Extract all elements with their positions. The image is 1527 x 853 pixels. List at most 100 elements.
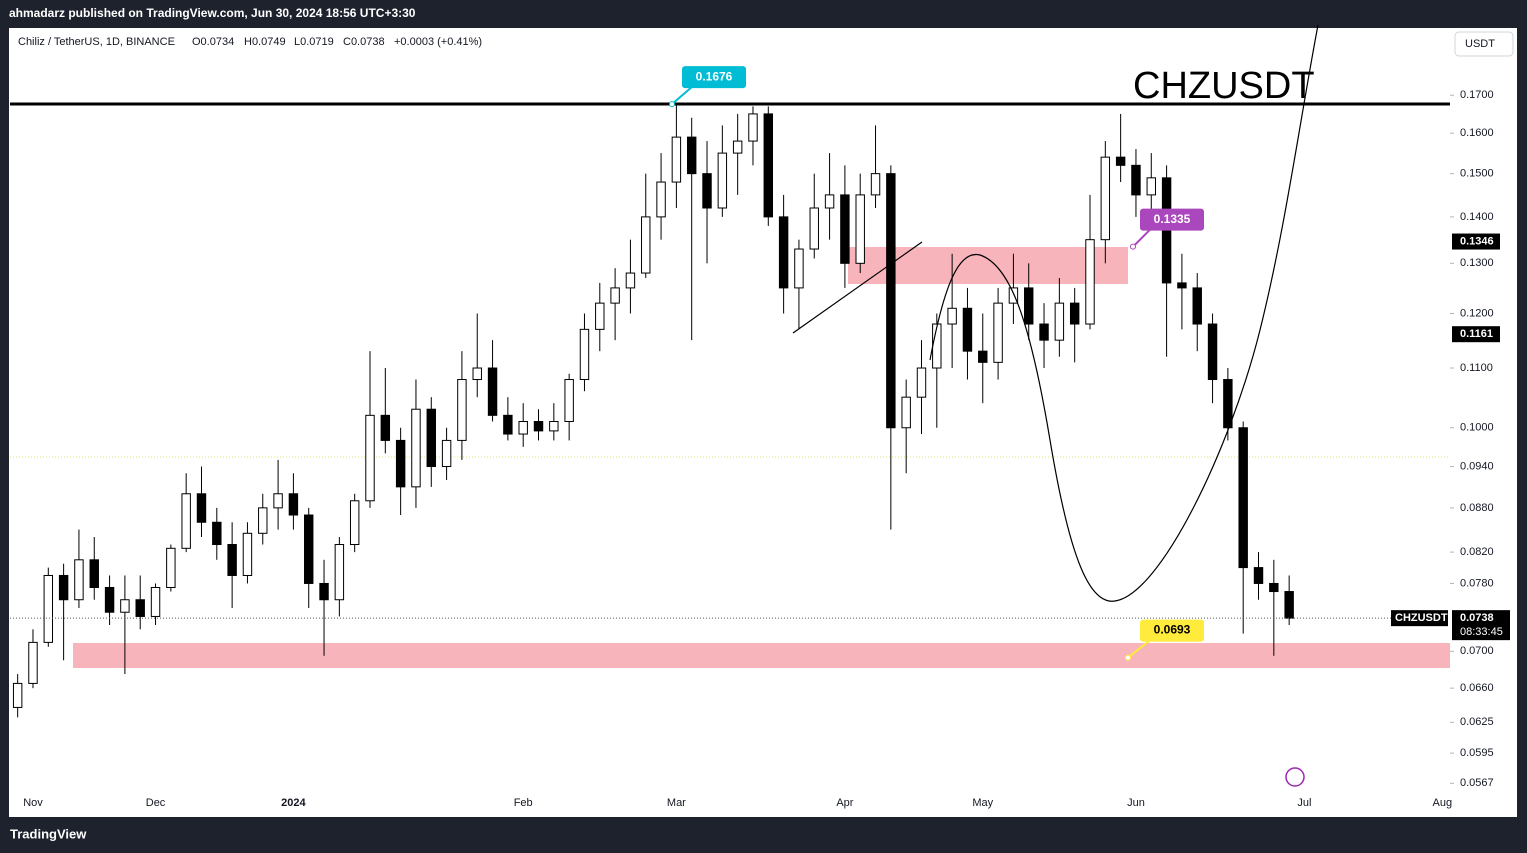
currency-button[interactable] <box>1454 31 1514 57</box>
x-tick-label: Jul <box>1297 797 1311 809</box>
candle-body <box>227 544 237 576</box>
candle-body <box>717 152 728 209</box>
last-symbol: CHZUSDT <box>1395 612 1448 624</box>
candle-body <box>395 439 406 488</box>
y-tick-label: 0.1300 <box>1460 257 1494 269</box>
candle-body <box>564 379 574 423</box>
candle-body <box>1269 582 1279 593</box>
candle-body <box>870 173 881 196</box>
price-tag: 0.1346 <box>1460 235 1494 247</box>
y-tick-label: 0.1700 <box>1460 89 1494 101</box>
candle-body <box>304 514 314 584</box>
candle-body <box>1008 287 1019 304</box>
candle-body <box>472 367 482 381</box>
chart-area <box>9 28 1517 817</box>
candle-body <box>702 173 712 209</box>
candle-body <box>1192 287 1202 325</box>
candle-body <box>411 408 421 488</box>
candle-body <box>135 599 145 617</box>
callout-label: 0.0693 <box>1154 623 1191 637</box>
y-tick-label: 0.0780 <box>1460 577 1494 589</box>
callout-pointer <box>1127 637 1153 659</box>
candle-body <box>426 408 436 468</box>
legend-open: O0.0734 <box>192 36 234 48</box>
candle-body <box>503 414 513 435</box>
candle-body <box>901 396 911 429</box>
callout-label: 0.1335 <box>1154 212 1191 226</box>
last-price-box <box>1452 610 1510 641</box>
candle-body <box>1223 379 1233 429</box>
alert-icon[interactable] <box>1285 767 1305 787</box>
candle-body <box>595 302 605 330</box>
x-tick-label: Aug <box>1433 797 1453 809</box>
candle-body <box>1100 156 1111 241</box>
footer-logo: TradingView <box>10 826 87 841</box>
candle-body <box>625 272 636 289</box>
x-tick-label: Jun <box>1127 797 1145 809</box>
candle-body <box>487 367 498 416</box>
y-tick-label: 0.0567 <box>1460 777 1494 789</box>
candle-body <box>641 216 651 274</box>
candle-body <box>840 194 850 264</box>
candle-body <box>242 532 253 576</box>
candle-body <box>1054 302 1065 341</box>
candle-body <box>579 328 590 381</box>
candle-body <box>1069 302 1080 325</box>
candle-body <box>978 350 988 363</box>
y-tick-label: 0.0820 <box>1460 546 1494 558</box>
candle-body <box>166 547 176 588</box>
countdown: 08:33:45 <box>1460 626 1503 638</box>
candle-body <box>273 493 283 509</box>
candle-body <box>1131 164 1141 196</box>
candle-body <box>1115 156 1126 166</box>
candle-body <box>824 194 835 209</box>
candle-body <box>778 216 789 289</box>
y-tick-label: 0.1100 <box>1460 362 1493 374</box>
candle-body <box>365 414 375 502</box>
candle-body <box>932 323 942 369</box>
candle-body <box>656 181 666 218</box>
x-tick-label: Nov <box>23 797 43 809</box>
y-tick-label: 0.0625 <box>1460 716 1494 728</box>
callout-box <box>1140 208 1204 231</box>
y-tick-label: 0.0940 <box>1460 460 1494 472</box>
trend-line <box>792 241 923 334</box>
candle-body <box>916 367 927 398</box>
y-tick-label: 0.1200 <box>1460 307 1494 319</box>
candle-body <box>196 493 207 523</box>
candle-body <box>74 559 84 601</box>
x-tick-label: Dec <box>146 797 166 809</box>
candle-body <box>732 140 743 154</box>
candle-body <box>1024 287 1034 325</box>
last-symbol-box <box>1391 610 1448 627</box>
candle-body <box>763 113 774 218</box>
last-price: 0.0738 <box>1460 612 1494 624</box>
currency[interactable]: USDT <box>1465 38 1495 50</box>
legend-symbol: Chiliz / TetherUS, 1D, BINANCE <box>18 36 175 48</box>
candle-body <box>855 194 865 264</box>
candles <box>12 104 1294 718</box>
price-tag-box <box>1452 326 1500 343</box>
legend-close: C0.0738 <box>343 36 385 48</box>
y-tick-label: 0.1000 <box>1460 422 1494 434</box>
x-tick-label: 2024 <box>281 797 306 809</box>
y-tick-label: 0.1500 <box>1460 168 1494 180</box>
candle-body <box>212 521 222 546</box>
candle-body <box>58 574 69 601</box>
candle-body <box>12 682 23 708</box>
candle-body <box>150 586 161 617</box>
y-tick-label: 0.1400 <box>1460 211 1494 223</box>
callout-box <box>1140 619 1204 642</box>
x-tick-label: May <box>972 797 993 809</box>
candle-body <box>1284 591 1294 619</box>
y-tick-label: 0.0595 <box>1460 747 1494 759</box>
candle-body <box>349 500 360 546</box>
callout-pointer <box>671 84 695 105</box>
candle-body <box>794 248 804 289</box>
callout-label: 0.1676 <box>696 69 733 83</box>
candle-body <box>549 421 559 432</box>
candle-body <box>1177 282 1187 289</box>
symbol-title: CHZUSDT <box>1133 65 1315 107</box>
legend-high: H0.0749 <box>244 36 286 48</box>
